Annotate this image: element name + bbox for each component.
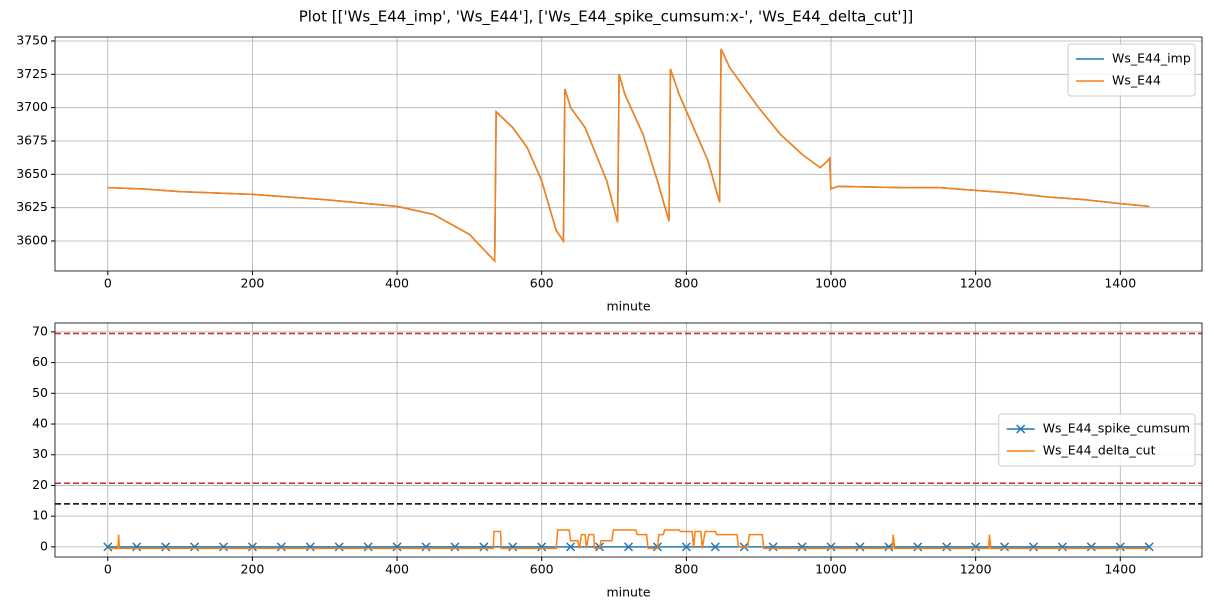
y-tick-label: 30 <box>32 446 48 461</box>
legend: Ws_E44_imp Ws_E44 <box>1067 43 1196 97</box>
x-axis-label: minute <box>606 299 650 314</box>
y-tick-label: 10 <box>32 508 48 523</box>
point-marker <box>247 542 257 552</box>
point-marker <box>132 542 142 552</box>
point-marker <box>566 542 576 552</box>
y-tick-label: 40 <box>32 416 48 431</box>
point-marker <box>971 542 981 552</box>
legend-box <box>1067 43 1196 97</box>
point-marker <box>1057 542 1067 552</box>
point-marker <box>1086 542 1096 552</box>
legend-label: Ws_E44_spike_cumsum <box>1043 421 1190 436</box>
x-tick-label: 1000 <box>815 562 847 577</box>
x-tick-label: 1400 <box>1104 562 1136 577</box>
line-series <box>107 529 1150 550</box>
point-marker <box>305 542 315 552</box>
point-marker <box>450 542 460 552</box>
x-tick-label: 1000 <box>815 276 847 291</box>
x-tick-label: 200 <box>241 276 265 291</box>
point-marker <box>855 542 865 552</box>
line-series <box>107 48 1150 263</box>
y-tick-label: 3750 <box>16 33 48 48</box>
axes-frame <box>54 322 1203 558</box>
axes-frame <box>54 36 1203 272</box>
legend-marker <box>1016 424 1026 434</box>
point-marker <box>1115 542 1125 552</box>
y-tick-label: 3700 <box>16 99 48 114</box>
x-tick-label: 1400 <box>1104 276 1136 291</box>
point-marker <box>1144 542 1154 552</box>
y-tick-label: 20 <box>32 477 48 492</box>
legend-label: Ws_E44_delta_cut <box>1043 443 1156 458</box>
x-tick-label: 600 <box>530 276 554 291</box>
x-tick-label: 1200 <box>960 562 992 577</box>
point-marker <box>421 542 431 552</box>
x-tick-label: 800 <box>674 562 698 577</box>
x-tick-label: 200 <box>241 562 265 577</box>
x-tick-label: 600 <box>530 562 554 577</box>
point-marker <box>537 542 547 552</box>
line-series <box>107 48 1150 263</box>
point-marker <box>392 542 402 552</box>
point-marker <box>1028 542 1039 552</box>
point-marker <box>768 542 778 552</box>
point-marker <box>884 542 894 552</box>
y-tick-label: 70 <box>32 323 48 338</box>
point-marker <box>797 542 807 552</box>
legend: Ws_E44_spike_cumsum Ws_E44_delta_cut <box>998 413 1196 467</box>
point-marker <box>103 542 113 552</box>
figure-title: Plot [['Ws_E44_imp', 'Ws_E44'], ['Ws_E44… <box>299 8 914 27</box>
y-tick-label: 3650 <box>16 166 48 181</box>
point-marker <box>218 542 229 552</box>
x-tick-label: 0 <box>104 276 112 291</box>
point-marker <box>161 542 171 552</box>
x-tick-label: 1200 <box>960 276 992 291</box>
x-axis-label: minute <box>606 585 650 600</box>
point-marker <box>479 542 489 552</box>
point-marker <box>363 542 373 552</box>
y-tick-label: 3725 <box>16 66 48 81</box>
x-tick-label: 400 <box>385 562 409 577</box>
point-marker <box>190 542 200 552</box>
point-marker <box>1000 542 1010 552</box>
y-tick-label: 3600 <box>16 233 48 248</box>
point-marker <box>508 542 518 552</box>
point-marker <box>334 542 344 552</box>
point-marker <box>276 542 286 552</box>
x-tick-label: 800 <box>674 276 698 291</box>
point-marker <box>681 542 691 552</box>
legend-label: Ws_E44_imp <box>1112 51 1191 66</box>
point-marker <box>710 542 720 552</box>
y-tick-label: 3625 <box>16 199 48 214</box>
legend-label: Ws_E44 <box>1112 73 1161 88</box>
y-tick-label: 50 <box>32 385 48 400</box>
axes: 0 200 400 600 800 1000 1200 1400 0 10 20 30 40 50 60 70… <box>32 322 1203 600</box>
y-tick-label: 0 <box>40 538 48 553</box>
legend-box <box>998 413 1196 467</box>
x-tick-label: 400 <box>385 276 409 291</box>
y-tick-label: 3675 <box>16 133 48 148</box>
point-marker <box>623 542 634 552</box>
point-marker <box>826 542 836 552</box>
point-marker <box>942 542 952 552</box>
x-tick-label: 0 <box>104 562 112 577</box>
axes: 0 200 400 600 800 1000 1200 1400 3600 3625 3650 367… <box>16 33 1203 314</box>
y-tick-label: 60 <box>32 354 48 369</box>
point-marker <box>913 542 923 552</box>
